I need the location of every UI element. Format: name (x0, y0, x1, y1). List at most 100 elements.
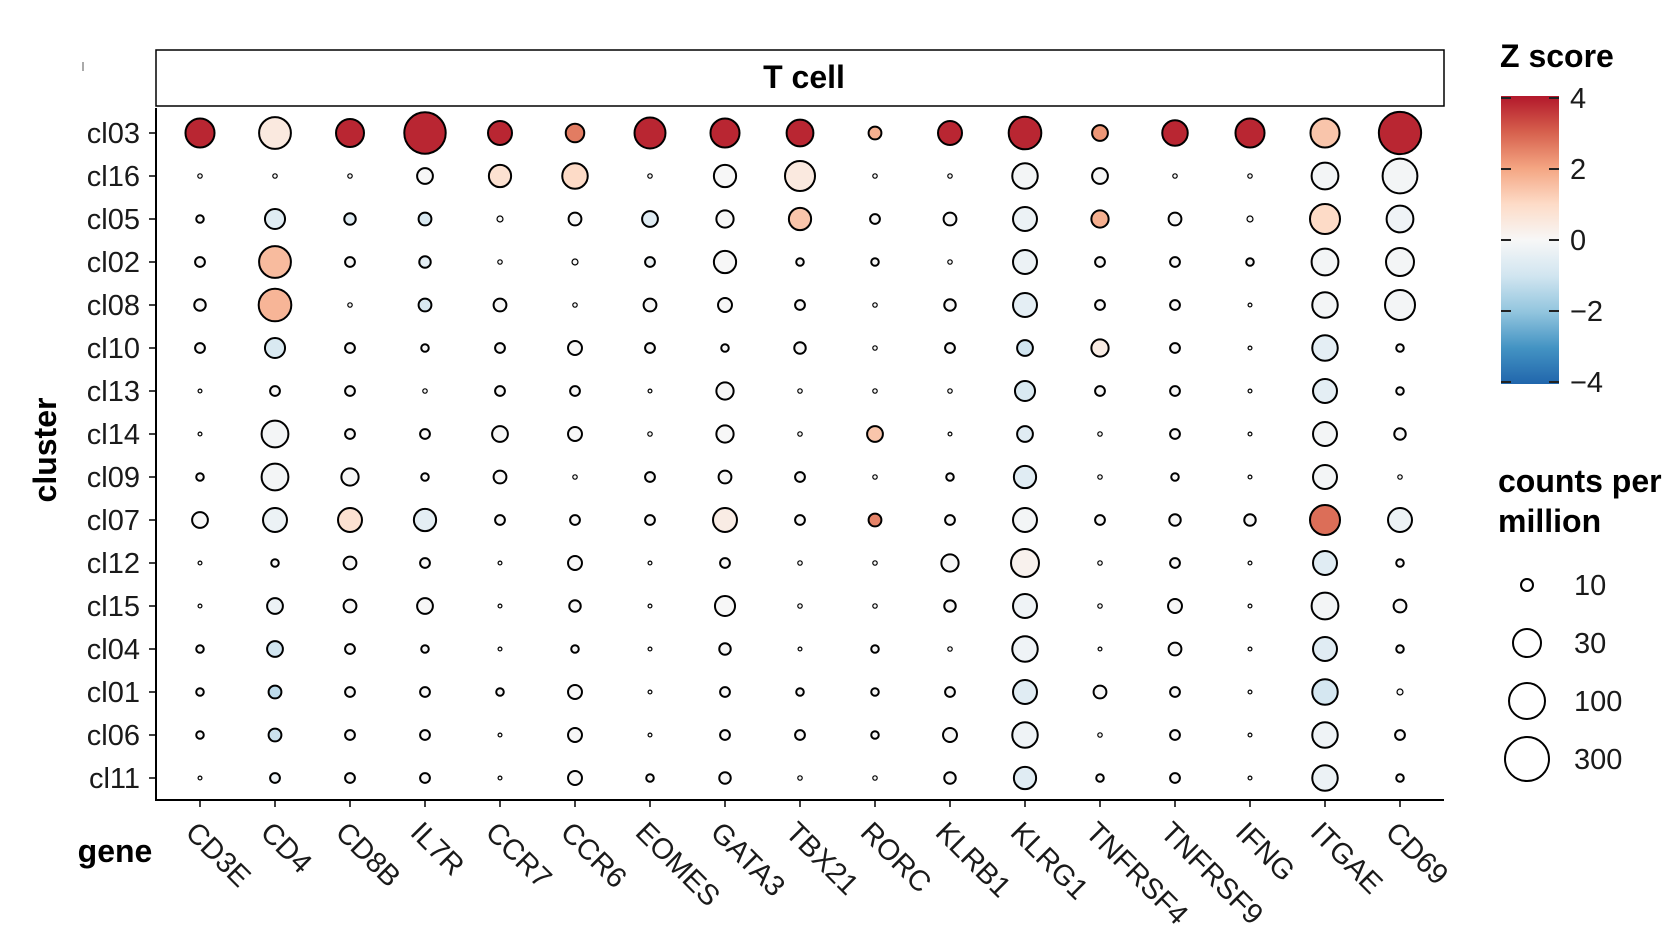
dot-cl12-GATA3 (719, 557, 731, 569)
dot-cl16-RORC (872, 173, 878, 179)
dot-cl07-KLRG1 (1012, 507, 1038, 533)
dot-cl11-IL7R (419, 772, 431, 784)
dot-cl11-ITGAE (1311, 764, 1339, 792)
dot-cl02-KLRG1 (1012, 249, 1038, 275)
dot-cl06-CD4 (267, 727, 283, 743)
dot-cl08-CD3E (193, 298, 207, 312)
dot-cl05-ITGAE (1308, 202, 1342, 236)
y-tick-label: cl04 (87, 634, 140, 666)
dot-cl05-IL7R (417, 211, 433, 227)
dot-cl06-EOMES (647, 732, 653, 738)
dot-cl06-TNFRSF9 (1169, 729, 1181, 741)
dot-cl16-KLRB1 (947, 173, 953, 179)
dot-cl02-EOMES (644, 256, 656, 268)
dot-cl13-IFNG (1247, 388, 1253, 394)
dot-cl15-CD3E (197, 603, 203, 609)
dot-cl15-TBX21 (797, 603, 803, 609)
dot-cl08-TBX21 (794, 299, 806, 311)
dot-cl10-IFNG (1247, 345, 1253, 351)
dot-cl04-ITGAE (1312, 636, 1338, 662)
dot-cl09-EOMES (644, 471, 656, 483)
y-tick-label: cl02 (87, 247, 140, 279)
dot-cl03-ITGAE (1309, 117, 1341, 149)
dot-cl01-CCR7 (495, 687, 505, 697)
dot-cl10-KLRB1 (944, 342, 956, 354)
dot-cl12-ITGAE (1312, 550, 1338, 576)
color-legend-label: −2 (1570, 296, 1603, 328)
dot-cl02-KLRB1 (947, 259, 953, 265)
dot-cl16-GATA3 (712, 163, 738, 189)
dot-cl06-CD8B (344, 729, 356, 741)
dot-cl05-GATA3 (715, 209, 735, 229)
y-tick-label: cl09 (87, 462, 140, 494)
dot-cl16-CCR7 (487, 163, 513, 189)
dot-cl06-TNFRSF4 (1097, 732, 1103, 738)
x-tick-label: TBX21 (779, 816, 864, 901)
dot-cl13-TBX21 (797, 388, 803, 394)
dot-cl03-CD69 (1377, 110, 1423, 156)
dot-cl12-EOMES (647, 560, 653, 566)
dot-cl11-TNFRSF4 (1095, 773, 1105, 783)
dot-cl14-GATA3 (715, 424, 735, 444)
dot-cl13-RORC (872, 388, 878, 394)
dot-cl13-KLRG1 (1013, 379, 1037, 403)
dot-cl06-GATA3 (719, 729, 731, 741)
x-tick-label: CD8B (329, 816, 406, 893)
x-tick-label: CD4 (254, 816, 318, 880)
dot-cl03-CCR7 (487, 120, 513, 146)
dot-cl15-CD8B (342, 598, 358, 614)
y-tick-label: cl07 (87, 505, 140, 537)
dot-cl06-CD3E (195, 730, 205, 740)
dot-cl10-TBX21 (793, 341, 807, 355)
dot-cl14-EOMES (647, 431, 653, 437)
dot-cl09-CD8B (340, 467, 360, 487)
dot-cl15-CCR6 (568, 599, 582, 613)
dot-cl14-RORC (866, 425, 884, 443)
dot-cl10-TNFRSF4 (1090, 338, 1110, 358)
dot-cl08-CD4 (257, 287, 293, 323)
dot-cl14-CCR7 (491, 425, 509, 443)
dot-cl09-CD3E (195, 472, 205, 482)
dot-cl09-GATA3 (717, 469, 733, 485)
dot-cl14-IFNG (1247, 431, 1253, 437)
dot-cl14-KLRG1 (1016, 425, 1034, 443)
dot-cl11-CD3E (197, 775, 203, 781)
y-tick-label: cl13 (87, 376, 140, 408)
dot-cl13-CD3E (197, 388, 203, 394)
dot-cl05-RORC (869, 213, 881, 225)
dot-cl05-CD8B (343, 212, 357, 226)
dot-cl14-TNFRSF4 (1097, 431, 1103, 437)
dot-cl09-ITGAE (1312, 464, 1338, 490)
dot-cl14-IL7R (419, 428, 431, 440)
dot-cl16-CD3E (197, 173, 203, 179)
dot-cl11-CCR6 (567, 770, 583, 786)
dot-cl16-EOMES (647, 173, 653, 179)
dot-cl12-KLRG1 (1010, 548, 1040, 578)
dot-cl15-IL7R (416, 597, 434, 615)
dot-cl15-ITGAE (1310, 591, 1340, 621)
x-tick-label: CCR6 (554, 816, 632, 894)
dot-cl08-IFNG (1247, 302, 1253, 308)
dot-cl06-IL7R (419, 729, 431, 741)
dot-cl07-CCR6 (569, 514, 581, 526)
dot-cl09-IFNG (1247, 474, 1253, 480)
dot-cl11-CD8B (344, 772, 356, 784)
x-tick-label: CD3E (179, 816, 256, 893)
dot-cl08-KLRG1 (1012, 292, 1038, 318)
dot-cl14-CD3E (197, 431, 203, 437)
dot-cl10-ITGAE (1311, 334, 1339, 362)
dot-cl08-CCR7 (492, 297, 508, 313)
dot-cl08-CCR6 (572, 302, 578, 308)
dot-cl06-IFNG (1247, 732, 1253, 738)
dot-cl04-CD8B (344, 643, 356, 655)
dot-cl01-ITGAE (1311, 678, 1339, 706)
dot-cl16-TNFRSF4 (1091, 167, 1109, 185)
y-tick-label: cl16 (87, 161, 140, 193)
dot-cl05-CD69 (1385, 204, 1415, 234)
x-tick-label: KLRB1 (929, 816, 1017, 904)
dot-cl16-KLRG1 (1011, 162, 1039, 190)
x-tick-label: KLRG1 (1004, 816, 1094, 906)
dot-cl11-GATA3 (718, 771, 732, 785)
dot-cl09-KLRG1 (1012, 464, 1038, 490)
